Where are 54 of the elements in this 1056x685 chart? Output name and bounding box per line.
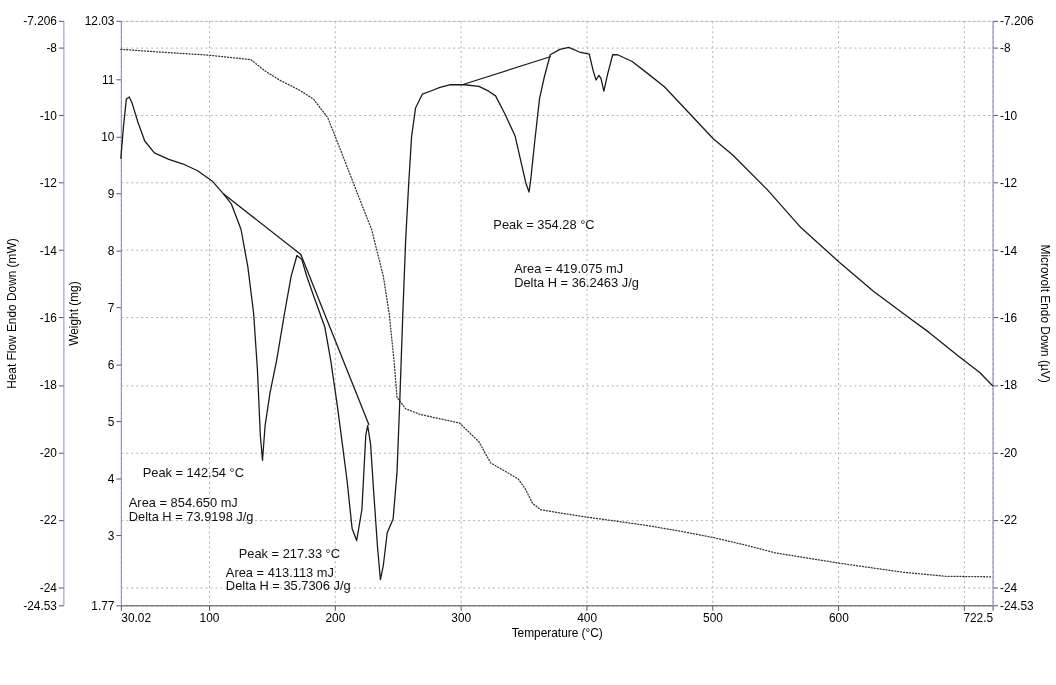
x-tick-label: 600 (828, 610, 850, 625)
y2-tick-label: -12 (1000, 176, 1018, 191)
y2-tick-label: -24 (1000, 580, 1018, 595)
y-tick-label: -8 (46, 41, 58, 56)
y-tick-label: -22 (39, 513, 57, 528)
y2-tick-label: -14 (1000, 243, 1018, 258)
y3-tick-label: 7 (107, 300, 115, 315)
x-tick-label: 722.5 (963, 610, 994, 625)
annotation: Area = 854.650 mJ (128, 495, 238, 511)
y3-tick-label: 10 (101, 129, 115, 144)
y-tick-label: -10 (39, 108, 58, 123)
y3-tick-label: 6 (107, 357, 115, 372)
x-tick-label: 30.02 (121, 610, 152, 625)
y2-tick-label: -8 (1000, 41, 1011, 56)
y3-tick-label: 3 (107, 528, 115, 543)
y-tick-label: -24.53 (23, 598, 58, 613)
annotation: Peak = 354.28 °C (493, 216, 595, 232)
y2-tick-label: -16 (1000, 311, 1018, 325)
y3-tick-label: 8 (107, 243, 115, 258)
y-tick-label: -20 (39, 445, 58, 460)
y-tick-label: -16 (39, 311, 58, 325)
y2-tick-label: -7.206 (1000, 14, 1035, 29)
annotation: Delta H = 36.2463 J/g (514, 275, 639, 291)
y2-tick-label: -22 (1000, 513, 1018, 528)
x-tick-label: 400 (577, 610, 598, 625)
y2-tick-label: -18 (1000, 378, 1018, 393)
y2-axis-title: Microvolt Endo Down (µV) (1037, 244, 1052, 383)
y-tick-label: -14 (39, 243, 58, 258)
annotation: Delta H = 35.7306 J/g (225, 578, 351, 594)
annotation: Peak = 217.33 °C (238, 545, 341, 561)
y2-tick-label: -20 (1000, 445, 1018, 460)
y-axis-title: Heat Flow Endo Down (mW) (5, 238, 20, 389)
annotation: Peak = 142.54 °C (142, 464, 244, 480)
y3-tick-label: 12.03 (84, 14, 115, 29)
y-tick-label: -12 (39, 176, 57, 191)
y3-axis-title: Weight (mg) (66, 281, 81, 346)
annotation: Area = 419.075 mJ (514, 261, 624, 277)
y2-tick-label: -10 (1000, 108, 1018, 123)
x-tick-label: 500 (703, 610, 724, 625)
x-axis-title: Temperature (°C) (511, 625, 603, 640)
y3-tick-label: 11 (102, 72, 115, 87)
annotation: Area = 413.113 mJ (225, 564, 334, 580)
x-tick-label: 100 (199, 610, 220, 625)
y3-tick-label: 4 (107, 471, 115, 486)
x-tick-label: 200 (325, 610, 346, 625)
y-tick-label: -18 (39, 378, 58, 393)
y2-tick-label: -24.53 (1000, 598, 1035, 613)
annotation: Delta H = 73.9198 J/g (128, 509, 254, 525)
y-tick-label: -24 (39, 580, 58, 595)
y3-tick-label: 1.77 (91, 598, 115, 613)
x-tick-label: 300 (451, 610, 472, 625)
y3-tick-label: 5 (107, 414, 115, 429)
y3-tick-label: 9 (107, 186, 115, 201)
y-tick-label: -7.206 (23, 14, 58, 29)
